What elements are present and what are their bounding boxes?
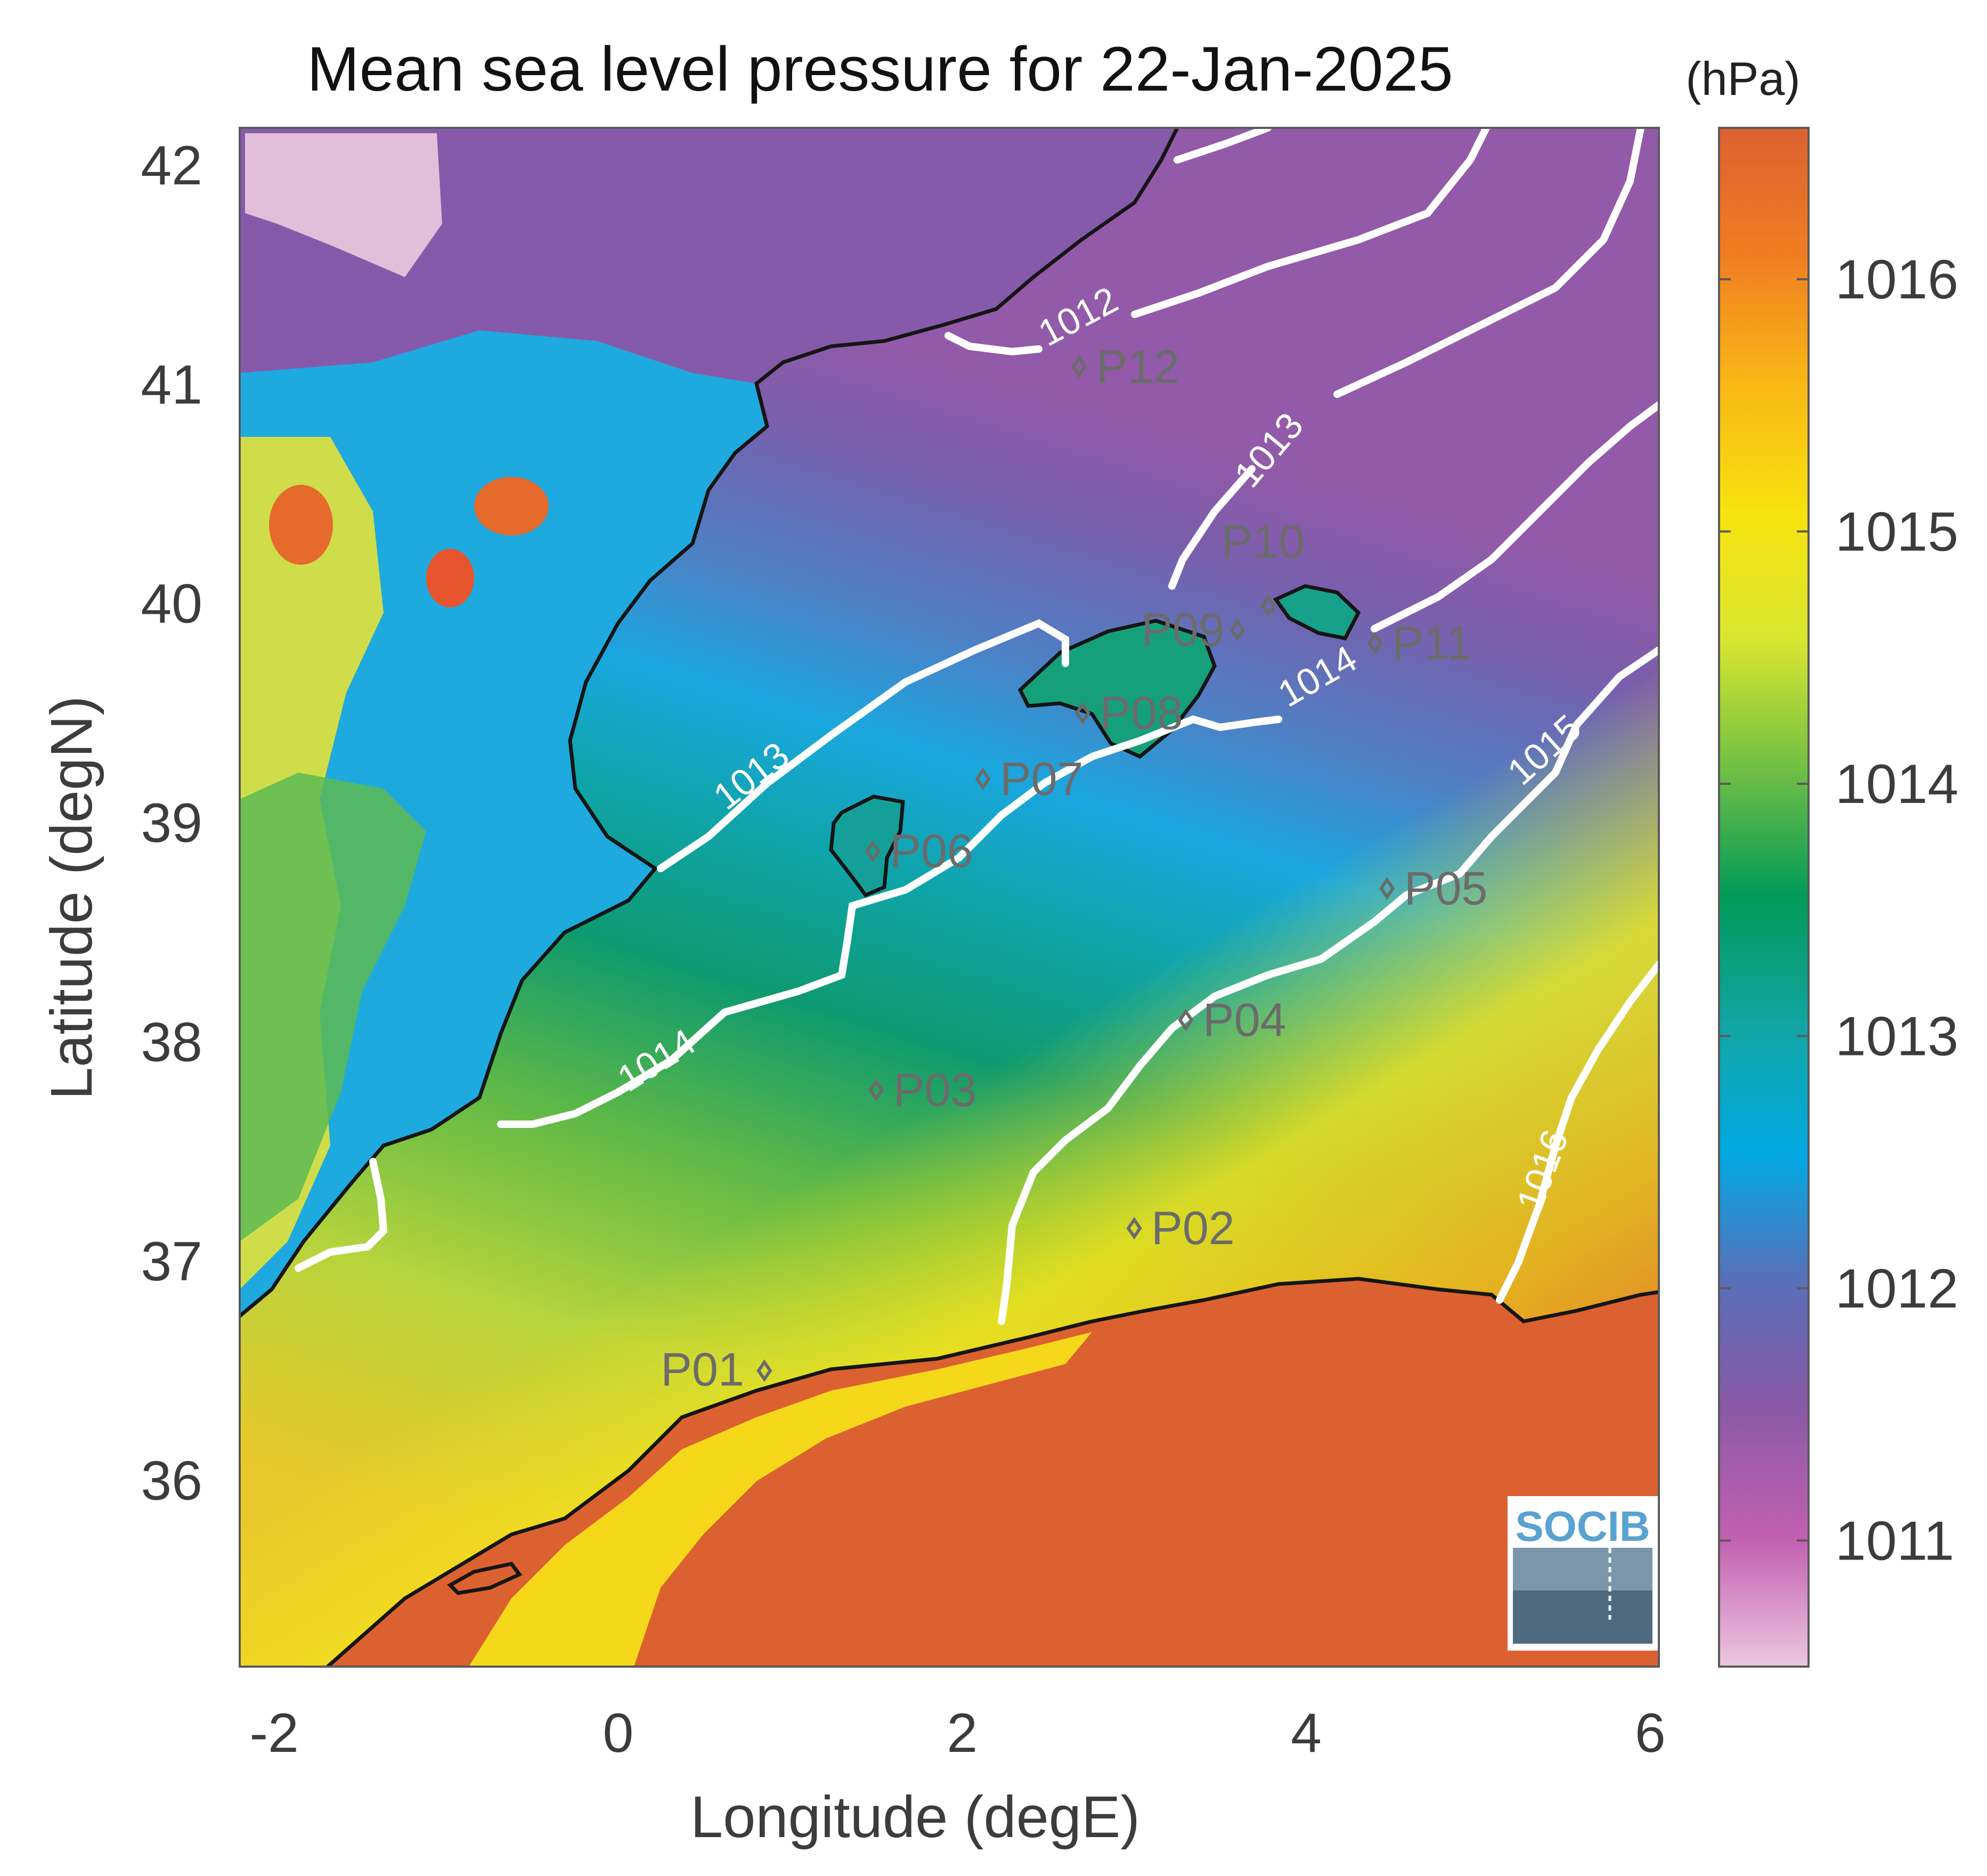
y-tick-label: 42: [141, 135, 202, 197]
isobar-1013-b: [1168, 465, 1256, 590]
point-label: P07: [1000, 752, 1084, 805]
colorbar-tick-label: 1011: [1835, 1510, 1955, 1572]
colorbar-tick-label: 1016: [1835, 249, 1958, 311]
y-tick-label: 38: [141, 1012, 202, 1074]
iberia-land-northwest: [245, 133, 442, 277]
point-marker: [1126, 1216, 1142, 1240]
y-tick-label: 36: [141, 1450, 202, 1512]
x-tick-label: 0: [602, 1702, 633, 1764]
inland-high-2: [474, 477, 549, 535]
ibiza-island: [829, 794, 905, 898]
point-marker: [1229, 618, 1245, 641]
point-marker: [1367, 631, 1383, 655]
isobar-1014-a: [497, 715, 1282, 1128]
isobar-1016: [1496, 961, 1659, 1304]
colorbar-tick-label: 1014: [1835, 753, 1958, 815]
point-marker: [756, 1359, 772, 1382]
isobar-1014-b: [1371, 401, 1659, 632]
isobar-1012-b: [1131, 128, 1490, 318]
point-marker: [1178, 1009, 1194, 1032]
y-axis-label: Latitude (degN): [39, 696, 104, 1100]
point-label: P08: [1100, 686, 1183, 739]
isobar-1012-c: [1174, 128, 1272, 164]
socib-logo-text: SOCIB: [1515, 1503, 1650, 1550]
forecast-points: P01 P02 P03 P04 P05 P06 P07 P08 P09 P10 P11 P12: [661, 340, 1487, 1395]
x-tick-label: -2: [249, 1702, 298, 1764]
isobar-west-loop: [295, 1158, 388, 1272]
point-label: P03: [893, 1063, 977, 1116]
point-label: P12: [1096, 340, 1180, 393]
y-axis-ticks: 42 41 40 39 38 37 36: [141, 135, 202, 1512]
socib-logo: SOCIB: [1508, 1496, 1659, 1651]
chart-title: Mean sea level pressure for 22-Jan-2025: [307, 34, 1453, 104]
inland-high-1: [269, 485, 333, 565]
isobar-1013-a: [657, 619, 1069, 872]
isobar-1013-c: [1333, 128, 1644, 398]
map-frame: [239, 127, 1660, 1668]
point-marker: [1260, 594, 1276, 618]
point-marker: [1379, 877, 1395, 900]
colorbar: [1718, 127, 1810, 1668]
colorbar-unit: (hPa): [1685, 52, 1800, 105]
y-tick-label: 39: [141, 792, 202, 854]
point-marker: [975, 767, 991, 791]
menorca-island: [1273, 584, 1361, 640]
point-label: P01: [661, 1343, 744, 1396]
map-area: 1012 1013 1013 1014 1014 1015 1016 P01P0…: [240, 128, 1659, 1667]
point-label: P05: [1404, 862, 1488, 915]
colorbar-ticks: 1011 1012 1013 1014 1015 1016: [1719, 249, 1958, 1572]
x-axis-ticks: -2 0 2 4 6: [249, 1702, 1665, 1764]
point-label: P10: [1221, 515, 1305, 568]
colorbar-tick-label: 1013: [1835, 1005, 1958, 1067]
isobar-1012-a: [944, 332, 1043, 356]
x-axis-label: Longitude (degE): [690, 1784, 1140, 1850]
coastlines: [240, 128, 1659, 1667]
x-tick-label: 4: [1291, 1702, 1322, 1764]
point-label: P11: [1392, 616, 1472, 669]
iberia-land-west-green: [240, 773, 426, 1241]
iberia-land-north: [240, 128, 1177, 384]
x-tick-label: 6: [1635, 1702, 1666, 1764]
isobars: [295, 128, 1659, 1325]
africa-coast-yellow: [469, 1332, 1092, 1667]
point-marker: [1071, 355, 1087, 378]
point-marker: [1074, 702, 1090, 725]
point-label: P04: [1203, 993, 1286, 1046]
y-tick-label: 41: [141, 354, 202, 416]
colorbar-tick-label: 1015: [1835, 501, 1958, 563]
point-marker: [868, 1078, 884, 1102]
colorbar-tick-label: 1012: [1835, 1258, 1958, 1320]
point-label: P09: [1141, 603, 1225, 656]
isobar-1015: [998, 646, 1659, 1325]
inland-high-3: [426, 549, 474, 607]
point-label: P06: [890, 825, 973, 878]
point-marker: [865, 840, 881, 863]
iberia-land: [240, 128, 1177, 1316]
y-tick-label: 37: [141, 1231, 202, 1293]
x-tick-label: 2: [947, 1702, 978, 1764]
point-label: P02: [1151, 1201, 1235, 1254]
y-tick-label: 40: [141, 573, 202, 635]
